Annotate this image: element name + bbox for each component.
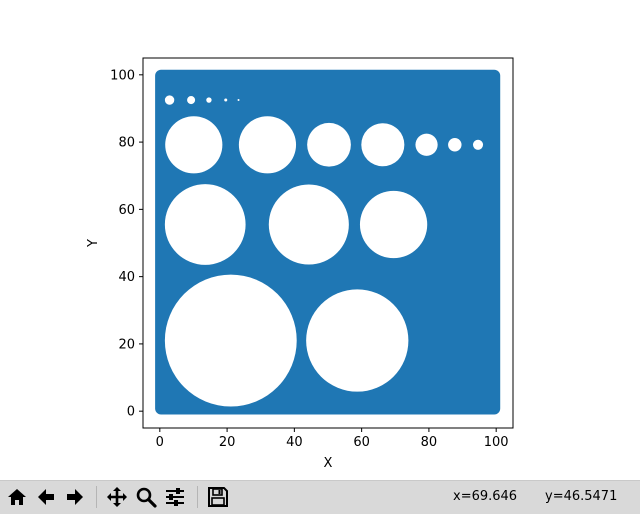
circular-hole-11 (448, 138, 462, 152)
y-tick-label: 0 (127, 405, 135, 420)
figure-canvas[interactable]: 0 20 40 60 80 100 0 20 40 60 80 100 X Y (0, 0, 640, 480)
circular-hole-12 (472, 139, 484, 150)
home-icon (8, 489, 26, 505)
x-tick-label: 40 (286, 435, 303, 450)
toolbar-separator (197, 486, 198, 508)
move-icon (107, 487, 127, 507)
circular-hole-1 (164, 274, 297, 407)
circular-hole-4 (268, 184, 349, 265)
y-tick-label: 100 (110, 68, 135, 83)
configure-subplots-button[interactable] (162, 484, 188, 510)
sliders-icon (166, 488, 184, 506)
toolbar-separator (96, 486, 97, 508)
y-tick-label: 40 (118, 270, 135, 285)
circular-hole-3 (164, 184, 246, 265)
circular-hole-2 (306, 289, 409, 392)
save-button[interactable] (205, 484, 231, 510)
x-tick-label: 60 (353, 435, 370, 450)
x-tick-label: 80 (421, 435, 438, 450)
y-tick-label: 80 (118, 136, 135, 151)
plot-area[interactable]: 0 20 40 60 80 100 0 20 40 60 80 100 X Y (0, 0, 640, 480)
circular-hole-14 (187, 96, 196, 105)
circular-hole-16 (224, 98, 228, 102)
zoom-button[interactable] (133, 484, 159, 510)
magnifier-icon (136, 487, 157, 508)
navigation-toolbar: x=69.646 y=46.5471 (0, 480, 640, 514)
circular-hole-15 (206, 97, 212, 103)
axes-frame (142, 57, 514, 429)
cursor-y-readout: y=46.5471 (545, 489, 618, 504)
x-tick-label: 100 (484, 435, 509, 450)
home-button[interactable] (4, 484, 30, 510)
circular-hole-8 (307, 122, 351, 167)
x-tick-label: 20 (219, 435, 236, 450)
circular-hole-13 (164, 95, 175, 105)
arrow-left-icon (38, 489, 54, 505)
circular-hole-17 (237, 99, 240, 102)
x-axis-label: X (324, 456, 333, 471)
x-tick-label: 0 (156, 435, 164, 450)
y-tick-label: 60 (118, 203, 135, 218)
circular-hole-6 (165, 116, 223, 174)
arrow-right-icon (67, 489, 83, 505)
back-button[interactable] (33, 484, 59, 510)
circular-hole-9 (361, 123, 405, 167)
circular-hole-7 (238, 116, 297, 174)
y-tick-label: 20 (118, 337, 135, 352)
cursor-x-readout: x=69.646 (453, 489, 518, 504)
floppy-disk-icon (208, 487, 228, 507)
circular-hole-5 (359, 190, 428, 259)
circular-hole-10 (415, 133, 438, 156)
y-axis-label: Y (86, 239, 101, 248)
forward-button[interactable] (62, 484, 88, 510)
pan-button[interactable] (104, 484, 130, 510)
